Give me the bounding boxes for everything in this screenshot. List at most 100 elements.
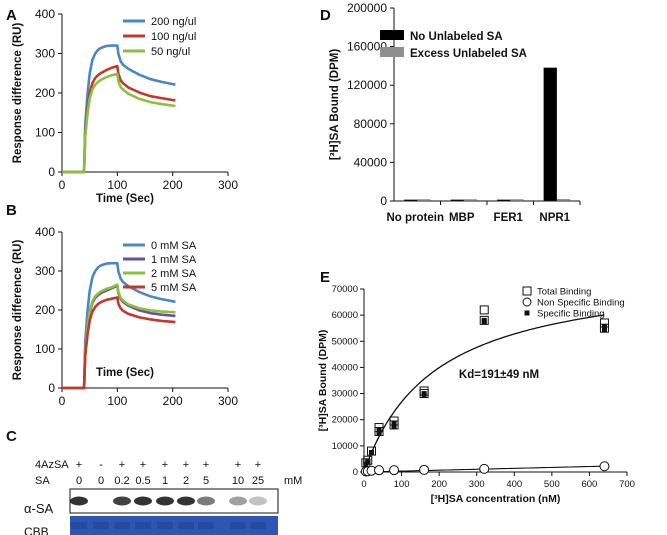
cbb-label: CBB — [24, 525, 49, 535]
chart-b-x-tick-label: 300 — [218, 394, 238, 408]
cbb-band-7 — [230, 522, 246, 529]
chart-e-total-binding-point — [599, 323, 609, 333]
chart-e-specific-binding-point — [363, 461, 369, 467]
chart-b-x-axis-title: Time (Sec) — [96, 367, 154, 379]
chart-d-y-tick-label: 0 — [380, 194, 387, 208]
chart-d-bar-1-1 — [463, 199, 477, 202]
chart-e-y-tick-label: 40000 — [332, 362, 358, 373]
chart-d-bar-1-3 — [556, 199, 570, 202]
cbb-band-0 — [71, 522, 87, 529]
blot-band-8 — [249, 496, 267, 506]
chart-d-y-tick-label: 160000 — [347, 40, 387, 54]
chart-e-y-tick-label: 30000 — [332, 389, 358, 400]
chart-b-x-tick-label: 200 — [163, 394, 183, 408]
chart-e-specific-fit-curve — [363, 314, 605, 473]
chart-a-legend-label-1: 100 ng/ul — [151, 31, 196, 43]
chart-e-specific-binding-point — [365, 459, 371, 465]
chart-a-legend-label-0: 200 ng/ul — [151, 16, 196, 28]
chart-e-y-tick-label: 10000 — [332, 441, 358, 452]
sa-row-label: SA — [35, 475, 50, 487]
chart-a-y-axis-title: Response difference (RU) — [12, 23, 24, 164]
blot-band-5 — [177, 496, 195, 506]
chart-a-series-line-2 — [62, 72, 176, 174]
chart-b-x-tick-label: 100 — [107, 394, 127, 408]
chart-d-y-tick-label: 80000 — [354, 117, 388, 131]
chart-b-y-tick-label: 100 — [35, 342, 55, 356]
blot-band-4 — [156, 496, 174, 506]
chart-e-legend-label-1: Non Specific Binding — [537, 298, 625, 309]
chart-b-y-axis-title: Response difference (RU) — [12, 240, 24, 381]
cbb-band-6 — [198, 522, 214, 529]
chart-e-x-axis-title: [³H]SA concentration (nM) — [431, 493, 561, 505]
chart-e-specific-binding-point — [481, 317, 487, 323]
chart-e-x-tick-label: 200 — [431, 479, 447, 490]
blot-band-0 — [70, 496, 88, 506]
chart-e-y-axis-title: [³H]SA Bound (DPM) — [317, 330, 329, 432]
chart-e-specific-binding-point — [601, 324, 607, 330]
chart-e-specific-binding-point — [376, 430, 382, 436]
cbb-band-1 — [93, 522, 109, 529]
azsa-row-label: 4AzSA — [35, 459, 69, 471]
azsa-lane-mark-6: + — [203, 459, 209, 471]
chart-e-specific-binding-point — [376, 427, 382, 433]
chart-d-y-axis-title: [³H]SA Bound (DPM) — [329, 49, 341, 161]
azsa-lane-mark-1: - — [99, 459, 103, 471]
chart-b-legend-label-0: 0 mM SA — [151, 240, 197, 252]
chart-e-total-binding-point — [367, 446, 377, 456]
chart-e-x-tick-label: 100 — [394, 479, 410, 490]
chart-d-bar-1-0 — [417, 199, 431, 202]
sa-lane-value-0: 0 — [76, 475, 82, 487]
cbb-band-5 — [178, 522, 194, 529]
panel-c-western-blot: 4AzSA SA mM α-SA CBB +0 - 0 +0.2 +0.5 +1 +2 +5 +… — [24, 459, 302, 535]
cbb-band-4 — [157, 522, 173, 529]
sa-lane-value-6: 5 — [203, 475, 209, 487]
chart-d-bar-0-2 — [497, 199, 511, 202]
chart-e-x-tick-label: 400 — [506, 479, 522, 490]
chart-a-x-tick-label: 200 — [163, 178, 183, 192]
chart-e-y-tick-label: 70000 — [332, 284, 358, 295]
chart-e-x-tick-label: 300 — [469, 479, 485, 490]
chart-e-x-tick-label: 500 — [544, 479, 560, 490]
chart-d-y-tick-label: 120000 — [347, 78, 387, 92]
chart-b-legend-label-2: 2 mM SA — [151, 268, 197, 280]
chart-e-specific-binding-point — [601, 327, 607, 333]
chart-e-legend-marker-1 — [522, 297, 532, 307]
chart-a-y-tick-label: 100 — [35, 126, 55, 140]
chart-d-category-label: FER1 — [494, 212, 524, 224]
chart-e-total-binding-point — [479, 305, 489, 315]
chart-d-bar-0-0 — [404, 199, 418, 202]
chart-a-x-tick-label: 300 — [218, 178, 238, 192]
chart-e-nonspecific-point — [599, 461, 610, 472]
panel-e-label: E — [320, 269, 330, 286]
blot-band-2 — [113, 496, 131, 506]
chart-b-response-sa-competition: 0 100 200 300 400 0 100 200 300 Time (Sec) Respons… — [12, 225, 238, 408]
chart-a-x-tick-label: 0 — [59, 178, 66, 192]
chart-d-bar-0-1 — [450, 199, 464, 202]
chart-d-legend-swatch-0 — [380, 30, 404, 40]
chart-a-x-axis-title: Time (Sec) — [96, 193, 154, 205]
chart-a-series-line-0 — [62, 44, 176, 174]
chart-e-legend-label-2: Specific Binding — [537, 309, 605, 320]
chart-b-y-tick-label: 0 — [48, 381, 55, 395]
chart-e-kd-annotation: Kd=191±49 nM — [459, 369, 539, 381]
chart-d-legend-swatch-1 — [380, 47, 404, 57]
sa-lane-value-3: 0.5 — [135, 475, 150, 487]
panel-b-label: B — [6, 202, 17, 219]
chart-a-x-tick-label: 100 — [107, 178, 127, 192]
chart-b-series-line-0 — [62, 261, 176, 390]
chart-e-legend-marker-0 — [522, 286, 532, 296]
blot-band-7 — [229, 496, 247, 506]
chart-d-bar-0-3 — [543, 67, 557, 202]
sa-lane-value-1: 0 — [98, 475, 104, 487]
chart-d-category-label: MBP — [449, 212, 475, 224]
chart-e-nonspecific-point — [374, 465, 385, 476]
cbb-band-8 — [250, 522, 266, 529]
chart-d-y-tick-label: 40000 — [354, 155, 388, 169]
azsa-lane-mark-5: + — [183, 459, 189, 471]
chart-e-specific-binding-point — [421, 391, 427, 397]
chart-e-y-tick-label: 50000 — [332, 336, 358, 347]
chart-a-y-tick-label: 0 — [48, 165, 55, 179]
azsa-lane-mark-3: + — [140, 459, 146, 471]
chart-e-x-tick-label: 600 — [581, 479, 597, 490]
chart-b-y-tick-label: 400 — [35, 225, 55, 239]
